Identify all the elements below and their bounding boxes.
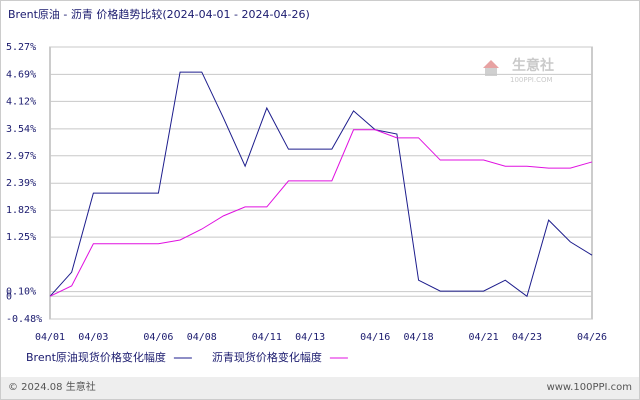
series-line xyxy=(49,71,593,298)
y-tick-label: 3.54% xyxy=(6,124,36,135)
footer-bar xyxy=(1,377,639,399)
x-tick-label: 04/13 xyxy=(295,332,325,343)
y-tick-label: 2.97% xyxy=(6,151,36,162)
chart-title: Brent原油 - 沥青 价格趋势比较(2024-04-01 - 2024-04… xyxy=(8,7,310,21)
watermark: 生意社 100PPI.COM xyxy=(483,57,554,84)
x-tick-label: 04/21 xyxy=(469,332,499,343)
x-tick-label: 04/06 xyxy=(143,332,173,343)
x-tick-label: 04/01 xyxy=(35,332,65,343)
y-tick-label: 1.25% xyxy=(6,232,36,243)
legend-label: 沥青现货价格变化幅度 xyxy=(212,350,322,364)
y-tick-label: 5.27% xyxy=(6,42,36,53)
x-tick-label: 04/18 xyxy=(404,332,434,343)
x-tick-label: 04/08 xyxy=(187,332,217,343)
logo-roof xyxy=(483,60,499,68)
watermark-sub: 100PPI.COM xyxy=(510,76,553,84)
y-tick-label: 2.39% xyxy=(6,178,36,189)
x-tick-label: 04/23 xyxy=(512,332,542,343)
y-tick-label: 1.82% xyxy=(6,205,36,216)
y-tick-label: 0 xyxy=(6,291,12,302)
x-tick-label: 04/16 xyxy=(360,332,390,343)
footer-left: © 2024.08 生意社 xyxy=(8,380,96,393)
logo-base xyxy=(485,68,497,76)
y-tick-label: 4.69% xyxy=(6,69,36,80)
footer-right: www.100PPI.com xyxy=(547,382,632,393)
x-tick-label: 04/03 xyxy=(78,332,108,343)
watermark-text: 生意社 xyxy=(512,57,554,74)
y-tick-label: 0.10% xyxy=(6,287,36,298)
x-tick-label: 04/11 xyxy=(252,332,282,343)
y-tick-label: -0.48% xyxy=(6,314,42,325)
y-tick-label: 4.12% xyxy=(6,96,36,107)
legend-label: Brent原油现货价格变化幅度 xyxy=(26,350,166,364)
x-tick-label: 04/26 xyxy=(577,332,607,343)
series-line xyxy=(49,129,593,297)
